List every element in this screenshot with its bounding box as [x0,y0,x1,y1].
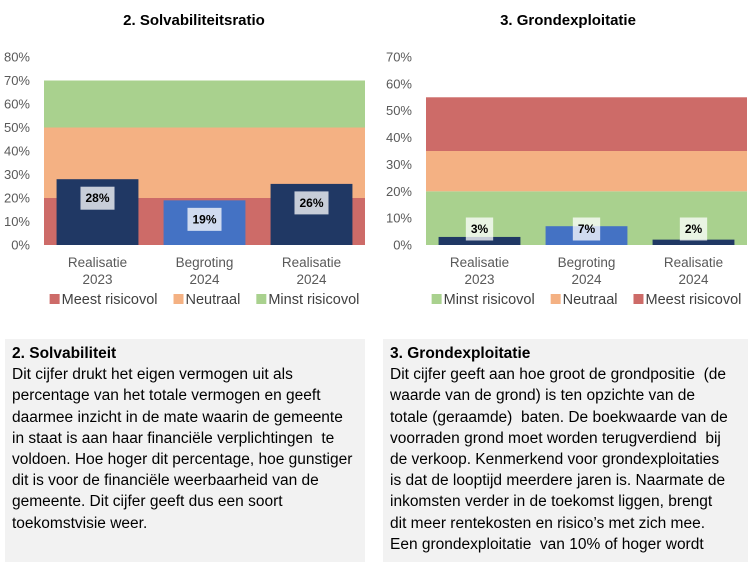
category-label: 2024 [189,272,220,287]
box-text-line: percentage van het totale vermogen en ge… [12,387,321,405]
category-label: 2023 [82,272,112,287]
category-label: Realisatie [68,255,127,270]
y-tick-label: 0% [393,238,412,253]
legend-label: Minst risicovol [444,292,535,308]
box-text-line: inkomsten verder in de toekomst liggen, … [390,493,713,511]
data-label: 19% [192,212,216,226]
box-text-line: is dat de looptijd meerdere jaren is. Na… [390,472,726,490]
chart-title: 3. Grondexploitatie [500,12,636,29]
category-label: Begroting [176,255,234,270]
legend-swatch-neutraal [550,294,561,304]
legend-swatch-minst-risicovol [431,294,442,304]
legend-swatch-meest-risicovol [633,294,644,304]
bar-realisatie-2023 [438,236,521,245]
y-tick-label: 30% [4,167,30,182]
box-text-line: Een grondexploitatie van 10% of hoger wo… [390,535,704,553]
legend-swatch-neutraal [173,294,184,304]
y-tick-label: 0% [11,238,30,253]
data-label: 7% [578,222,596,236]
box-text-line: voorraden grond moet worden terugverdien… [390,429,721,447]
data-label-box [80,186,115,210]
y-tick-label: 10% [4,214,30,229]
box-text-line: toekomstvisie weer. [12,514,148,532]
band-minst-risicovol [44,80,365,128]
data-label-box [187,207,222,231]
category-label: 2024 [678,272,709,287]
data-label-box [679,217,708,241]
bar-realisatie-2024 [652,239,735,245]
category-label: 2024 [296,272,327,287]
y-tick-label: 50% [4,120,30,135]
data-label: 2% [685,222,703,236]
y-tick-label: 20% [386,184,412,199]
legend-label: Meest risicovol [645,292,741,308]
category-label: 2024 [571,272,602,287]
legend-label: Minst risicovol [268,292,359,308]
y-tick-label: 40% [4,144,30,159]
solvency-explanation-box: 2. Solvabiliteit Dit cijfer drukt het ei… [5,339,365,562]
land-development-chart: 3. Grondexploitatie 0% 10% 20% 30% 40% 50% 60% 7… [386,12,747,308]
chart-title: 2. Solvabiliteitsratio [123,12,265,29]
data-label-box [294,191,329,215]
box-title: 3. Grondexploitatie [390,345,531,362]
y-tick-label: 70% [4,73,30,88]
legend-label: Neutraal [563,292,618,308]
y-tick-label: 60% [386,76,412,91]
y-tick-label: 10% [386,211,412,226]
y-tick-label: 30% [386,157,412,172]
category-label: Realisatie [664,255,723,270]
box-text-line: waarde van de grond) is ten opzichte van… [390,387,696,405]
land-development-explanation-box: 3. Grondexploitatie Dit cijfer geeft aan… [383,339,748,562]
y-tick-label: 80% [4,50,30,65]
box-text-line: dit is voor de financiële weerbaarheid v… [12,472,319,490]
y-tick-label: 40% [386,130,412,145]
y-tick-label: 60% [4,97,30,112]
box-text-line: dit meer rentekosten en risico’s met zic… [390,514,706,532]
legend-swatch-meest-risicovol [49,294,60,304]
category-label: 2023 [464,272,494,287]
band-meest-risicovol [426,97,747,151]
box-text-line: gemeente. Dit cijfer geeft dus een soort [12,493,283,511]
data-label: 28% [85,191,109,205]
category-label: Realisatie [450,255,509,270]
box-text-line: daarmee inzicht in de mate waarin de gem… [12,408,343,426]
solvency-ratio-chart: 2. Solvabiliteitsratio 0% 10% 20% 30% 40% 50% 6… [4,12,365,308]
y-tick-label: 50% [386,103,412,118]
legend-label: Meest risicovol [62,292,158,308]
box-text-line: voldoen. Hoe hoger dit percentage, hoe g… [12,451,353,469]
data-label-box [465,217,494,241]
data-label-box [572,217,601,241]
y-tick-label: 70% [386,50,412,65]
box-text-line: Dit cijfer drukt het eigen vermogen uit … [12,366,293,384]
legend-label: Neutraal [186,292,241,308]
box-text-line: in staat is aan haar financiële verplich… [12,429,335,447]
category-label: Realisatie [282,255,341,270]
box-text-line: de verkoop. Kenmerkend voor grondexploit… [390,451,720,469]
box-title: 2. Solvabiliteit [12,345,117,362]
box-text-line: Dit cijfer geeft aan hoe groot de grondp… [390,366,727,384]
category-label: Begroting [558,255,616,270]
band-neutraal [426,151,747,192]
box-text-line: totale (geraamde) baten. De boekwaarde v… [390,408,728,426]
data-label: 3% [471,222,489,236]
legend-swatch-minst-risicovol [256,294,267,304]
data-label: 26% [299,196,323,210]
y-tick-label: 20% [4,191,30,206]
